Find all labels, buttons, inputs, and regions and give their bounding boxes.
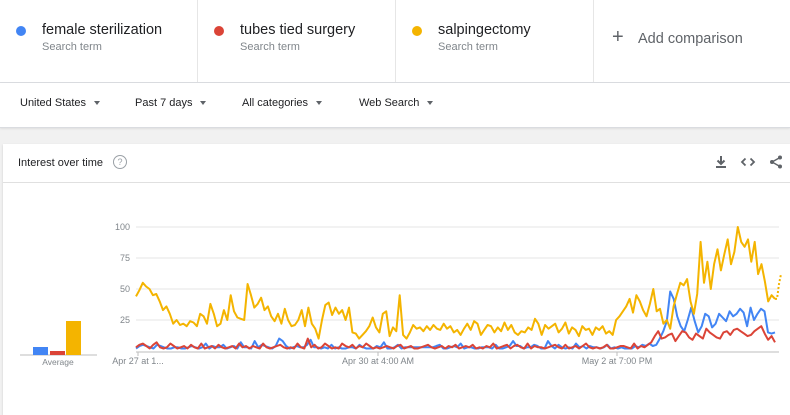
add-comparison-label: Add comparison xyxy=(638,31,743,47)
series-line-female-sterilization xyxy=(135,290,776,350)
series-line-salpingectomy xyxy=(135,226,776,340)
term-tubes-tied-surgery[interactable]: tubes tied surgery Search term xyxy=(198,0,396,82)
forecast-dotted-line xyxy=(775,273,782,300)
term-name: female sterilization xyxy=(42,22,163,38)
term-type: Search term xyxy=(240,41,300,53)
term-female-sterilization[interactable]: female sterilization Search term xyxy=(0,0,198,82)
add-comparison-button[interactable]: + Add comparison xyxy=(594,0,790,82)
average-bars: Average xyxy=(20,321,97,367)
plus-icon: + xyxy=(612,26,624,48)
download-icon[interactable] xyxy=(713,154,729,170)
search-terms-bar: female sterilization Search term tubes t… xyxy=(0,0,790,83)
average-label: Average xyxy=(42,357,74,367)
help-icon[interactable]: ? xyxy=(113,155,127,169)
category-dropdown[interactable]: All categories xyxy=(242,97,323,109)
time-range-value: Past 7 days xyxy=(135,97,193,109)
search-type-dropdown[interactable]: Web Search xyxy=(359,97,434,109)
search-type-value: Web Search xyxy=(359,97,420,109)
caret-down-icon xyxy=(94,101,101,106)
caret-down-icon xyxy=(427,101,434,106)
embed-icon[interactable] xyxy=(740,154,756,170)
series-color-dot-icon xyxy=(412,26,422,36)
region-value: United States xyxy=(20,97,87,109)
term-type: Search term xyxy=(438,41,498,53)
average-bar xyxy=(33,347,48,355)
x-tick-label: Apr 27 at 1... xyxy=(112,356,164,366)
category-value: All categories xyxy=(242,97,309,109)
average-bar xyxy=(66,321,81,355)
average-bar xyxy=(50,351,65,355)
term-type: Search term xyxy=(42,41,102,53)
chart-gridlines xyxy=(136,226,779,353)
filter-bar: United States Past 7 days All categories… xyxy=(0,83,790,128)
time-range-dropdown[interactable]: Past 7 days xyxy=(135,97,207,109)
interest-chart[interactable]: Average 25 50 75 100 Apr 27 at 1... Apr 30 a… xyxy=(3,182,790,415)
y-tick-label: 50 xyxy=(120,284,130,294)
y-tick-label: 75 xyxy=(120,253,130,263)
x-tick-label: May 2 at 7:00 PM xyxy=(582,356,653,366)
x-axis-ticks: Apr 27 at 1... Apr 30 at 4:00 AM May 2 at … xyxy=(112,352,652,366)
series-color-dot-icon xyxy=(16,26,26,36)
x-tick-label: Apr 30 at 4:00 AM xyxy=(342,356,414,366)
y-axis-ticks: 25 50 75 100 xyxy=(115,222,130,325)
card-title: Interest over time xyxy=(18,157,103,169)
y-tick-label: 25 xyxy=(120,315,130,325)
caret-down-icon xyxy=(316,101,323,106)
series-line-tubes-tied-surgery xyxy=(135,325,776,350)
y-tick-label: 100 xyxy=(115,222,130,232)
share-icon[interactable] xyxy=(768,154,784,170)
series-color-dot-icon xyxy=(214,26,224,36)
chart-series xyxy=(135,226,782,350)
term-salpingectomy[interactable]: salpingectomy Search term xyxy=(396,0,594,82)
card-header: Interest over time ? xyxy=(3,144,790,183)
term-name: tubes tied surgery xyxy=(240,22,356,38)
caret-down-icon xyxy=(200,101,207,106)
region-dropdown[interactable]: United States xyxy=(20,97,101,109)
interest-over-time-card: Interest over time ? Average 25 50 75 100 A… xyxy=(3,144,790,415)
term-name: salpingectomy xyxy=(438,22,531,38)
